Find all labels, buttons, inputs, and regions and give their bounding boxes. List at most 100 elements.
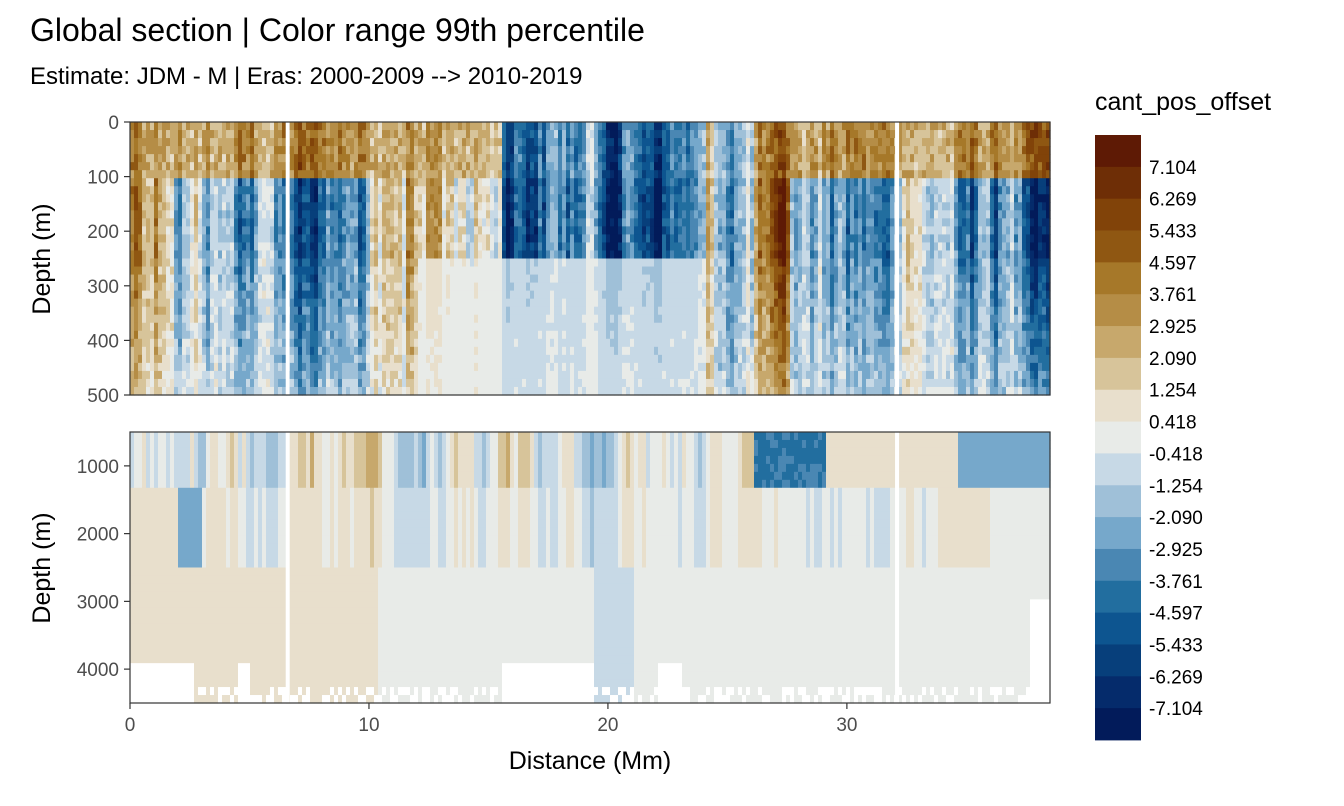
heatmap-cell: [682, 170, 687, 179]
heatmap-cell: [610, 234, 615, 243]
heatmap-cell: [422, 234, 427, 243]
heatmap-cell: [138, 371, 143, 380]
heatmap-cell: [274, 226, 279, 235]
heatmap-cell: [162, 283, 167, 292]
heatmap-cell: [686, 339, 691, 348]
heatmap-cell: [502, 218, 507, 227]
heatmap-cell: [698, 315, 703, 324]
heatmap-cell: [254, 154, 259, 163]
heatmap-cell: [614, 130, 619, 139]
heatmap-cell: [630, 267, 635, 276]
heatmap-cell: [374, 202, 379, 211]
heatmap-cell: [398, 371, 403, 380]
heatmap-cell: [170, 202, 175, 211]
heatmap-cell: [138, 347, 143, 356]
heatmap-cell: [382, 178, 387, 187]
heatmap-cell: [238, 339, 243, 348]
heatmap-cell: [346, 299, 351, 308]
heatmap-cell: [654, 387, 659, 396]
heatmap-cell: [318, 234, 323, 243]
heatmap-cell: [514, 218, 519, 227]
heatmap-cell: [498, 122, 503, 131]
heatmap-cell: [406, 130, 411, 139]
heatmap-cell: [482, 299, 487, 308]
heatmap-cell: [598, 275, 603, 284]
heatmap-cell: [418, 202, 423, 211]
heatmap-cell: [570, 307, 575, 316]
heatmap-cell: [502, 138, 507, 147]
heatmap-cell: [502, 331, 507, 340]
heatmap-cell: [226, 283, 231, 292]
heatmap-cell: [274, 218, 279, 227]
heatmap-cell: [438, 146, 443, 155]
heatmap-cell: [582, 170, 587, 179]
heatmap-cell: [318, 154, 323, 163]
heatmap-cell: [158, 299, 163, 308]
heatmap-cell: [378, 355, 383, 364]
heatmap-cell: [294, 323, 299, 332]
heatmap-cell: [306, 218, 311, 227]
heatmap-cell: [210, 299, 215, 308]
heatmap-cell: [542, 315, 547, 324]
heatmap-cell: [358, 242, 363, 251]
heatmap-cell: [566, 218, 571, 227]
heatmap-cell: [334, 291, 339, 300]
heatmap-cell: [462, 291, 467, 300]
heatmap-cell: [710, 242, 715, 251]
heatmap-cell: [298, 307, 303, 316]
heatmap-cell: [434, 307, 439, 316]
heatmap-cell: [530, 275, 535, 284]
heatmap-cell: [146, 323, 151, 332]
heatmap-cell: [238, 331, 243, 340]
heatmap-cell: [570, 154, 575, 163]
heatmap-cell: [318, 138, 323, 147]
heatmap-cell: [418, 291, 423, 300]
heatmap-cell: [374, 291, 379, 300]
heatmap-cell: [630, 130, 635, 139]
heatmap-cell: [146, 194, 151, 203]
heatmap-cell: [542, 307, 547, 316]
heatmap-cell: [482, 347, 487, 356]
heatmap-cell: [218, 146, 223, 155]
heatmap-cell: [614, 283, 619, 292]
heatmap-cell: [502, 355, 507, 364]
heatmap-cell: [690, 259, 695, 268]
heatmap-cell: [506, 331, 511, 340]
heatmap-cell: [382, 122, 387, 131]
heatmap-cell: [590, 226, 595, 235]
heatmap-cell: [362, 234, 367, 243]
heatmap-cell: [354, 331, 359, 340]
heatmap-cell: [710, 234, 715, 243]
heatmap-cell: [310, 138, 315, 147]
heatmap-cell: [646, 299, 651, 308]
heatmap-cell: [226, 242, 231, 251]
heatmap-cell: [138, 146, 143, 155]
heatmap-cell: [714, 210, 719, 219]
heatmap-cell: [258, 178, 263, 187]
heatmap-cell: [194, 202, 199, 211]
heatmap-cell: [674, 299, 679, 308]
heatmap-cell: [574, 323, 579, 332]
heatmap-cell: [190, 307, 195, 316]
heatmap-cell: [522, 291, 527, 300]
heatmap-cell: [378, 234, 383, 243]
heatmap-cell: [166, 387, 171, 396]
heatmap-cell: [626, 355, 631, 364]
heatmap-cell: [142, 138, 147, 147]
heatmap-cell: [334, 355, 339, 364]
heatmap-cell: [378, 259, 383, 268]
heatmap-cell: [586, 315, 591, 324]
heatmap-cell: [566, 146, 571, 155]
heatmap-cell: [702, 154, 707, 163]
heatmap-cell: [446, 347, 451, 356]
heatmap-cell: [654, 186, 659, 195]
heatmap-cell: [170, 170, 175, 179]
heatmap-cell: [190, 379, 195, 388]
heatmap-cell: [570, 355, 575, 364]
heatmap-cell: [234, 218, 239, 227]
heatmap-cell: [450, 323, 455, 332]
heatmap-cell: [418, 275, 423, 284]
heatmap-cell: [130, 226, 135, 235]
heatmap-cell: [370, 307, 375, 316]
heatmap-cell: [350, 218, 355, 227]
